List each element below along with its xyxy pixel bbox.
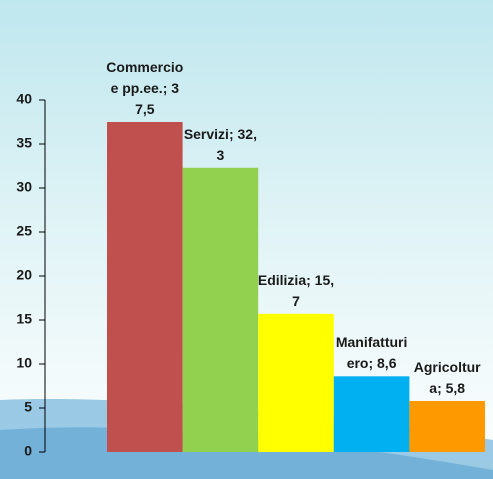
- bar: [258, 313, 334, 452]
- y-tick-label: 30: [16, 179, 32, 195]
- bar: [333, 376, 410, 452]
- data-label: Agricoltura; 5,8: [413, 358, 481, 396]
- data-label: Commercio e pp.ee.; 37,5: [106, 59, 184, 117]
- bar: [182, 167, 259, 452]
- data-label: Manifatturiero; 8,6: [335, 334, 408, 372]
- y-tick-label: 20: [16, 267, 32, 283]
- data-label: Edilizia; 15,7: [257, 271, 335, 309]
- y-tick-label: 10: [16, 355, 32, 371]
- y-tick-label: 5: [24, 399, 32, 415]
- y-tick-label: 0: [24, 443, 32, 459]
- bar: [107, 122, 183, 452]
- y-tick-label: 35: [16, 135, 32, 151]
- y-tick-label: 15: [16, 311, 32, 327]
- y-tick-label: 25: [16, 223, 32, 239]
- bar: [409, 400, 485, 452]
- y-tick-label: 40: [16, 91, 32, 107]
- data-label: Servizi; 32,3: [183, 125, 257, 163]
